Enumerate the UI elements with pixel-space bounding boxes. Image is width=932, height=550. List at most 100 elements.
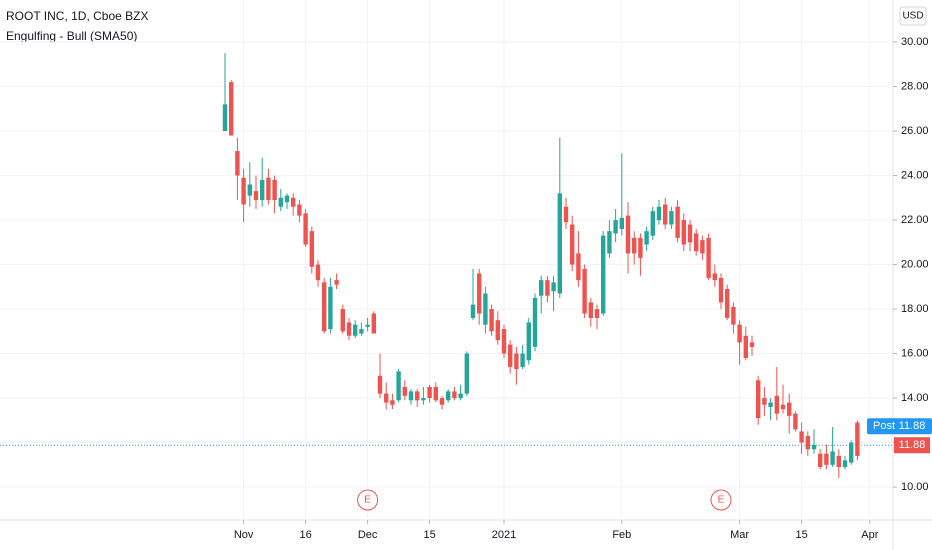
candle-body [706, 237, 711, 278]
candle-body [408, 391, 414, 401]
candle-body [743, 335, 748, 359]
candle-body [700, 240, 705, 254]
candle-body [284, 195, 290, 203]
candle-body [737, 324, 742, 343]
earnings-label: E [364, 495, 371, 506]
candle-body [774, 395, 779, 414]
candle-body [334, 280, 339, 285]
candle-body [849, 442, 854, 463]
candle-body [551, 282, 556, 292]
candle-body [433, 386, 438, 401]
post-price: 11.88 [899, 420, 926, 432]
candle-body [718, 277, 724, 303]
candle-body [818, 453, 823, 468]
candle-body [253, 191, 259, 201]
candle-body [508, 344, 513, 367]
candle-body [601, 235, 606, 314]
candle-body [328, 286, 333, 330]
candle-body [725, 289, 730, 318]
earnings-label: E [718, 495, 725, 506]
candle-body [588, 302, 593, 318]
candle-body [495, 320, 500, 341]
candle-body [396, 371, 401, 401]
candle-body [353, 324, 358, 336]
candle-body [489, 309, 494, 332]
candle-body [297, 204, 302, 216]
candle-body [452, 391, 457, 399]
candle-body [811, 444, 817, 450]
y-tick-label: 22.00 [901, 214, 929, 226]
candle-body [762, 398, 767, 405]
candle-body [594, 309, 600, 318]
post-badge [867, 418, 932, 435]
candle-body [768, 402, 773, 407]
candle-body [421, 398, 426, 401]
last-price-badge [894, 437, 930, 454]
candle-body [793, 413, 798, 430]
candle-body [384, 393, 389, 403]
candle-body [663, 204, 668, 225]
candle-body [570, 224, 575, 265]
candle-body [415, 391, 420, 401]
candle-body [439, 398, 445, 405]
earnings-marker [357, 489, 379, 511]
y-tick-label: 28.00 [901, 80, 929, 92]
x-tick-label: Nov [234, 529, 254, 541]
x-tick-label: Feb [612, 529, 631, 541]
candle-body [619, 217, 624, 229]
candle-body [836, 455, 841, 468]
candle-body [582, 269, 587, 314]
candle-body [229, 82, 234, 136]
candle-body [855, 422, 860, 456]
candle-body [483, 293, 488, 325]
x-tick-label: Dec [358, 529, 378, 541]
candle-body [842, 460, 848, 468]
candle-body [787, 402, 792, 416]
candle-body [563, 206, 569, 223]
y-tick-label: 26.00 [901, 125, 929, 137]
y-tick-label: 10.00 [901, 481, 929, 493]
currency-button[interactable] [899, 6, 927, 26]
candle-body [402, 386, 407, 396]
candle-body [278, 197, 283, 207]
y-tick-label: 24.00 [901, 169, 929, 181]
candle-body [458, 393, 463, 399]
candle-body [501, 329, 507, 354]
candle-body [235, 151, 240, 176]
earnings-marker [710, 489, 732, 511]
candle-body [464, 353, 469, 394]
candle-body [632, 237, 637, 254]
candle-body [675, 206, 680, 238]
candle-body [731, 306, 736, 325]
candle-body [669, 211, 674, 225]
candle-body [520, 353, 525, 367]
candle-body [526, 322, 531, 361]
candle-body [539, 280, 544, 296]
candle-body [309, 231, 314, 267]
chart-title: ROOT INC, 1D, Cboe BZX [6, 9, 148, 23]
candle-body [557, 193, 562, 294]
last-price-label: 11.88 [899, 439, 926, 451]
candle-body [446, 391, 451, 401]
candle-body [222, 104, 228, 132]
candle-body [687, 224, 693, 243]
candle-body [346, 322, 352, 336]
indicator-label: Engulfing - Bull (SMA50) [6, 29, 137, 43]
x-tick-label: Mar [730, 529, 749, 541]
y-tick-label: 14.00 [901, 392, 929, 404]
candle-body [613, 220, 618, 234]
candle-body [470, 304, 476, 318]
candle-body [427, 386, 432, 399]
candle-body [799, 431, 804, 443]
candle-body [805, 435, 810, 450]
currency-label[interactable]: USD [902, 11, 923, 22]
candle-body [712, 273, 717, 281]
candle-body [241, 177, 246, 205]
candle-body [694, 233, 699, 252]
candle-body [756, 380, 761, 419]
x-tick-label: 15 [795, 529, 807, 541]
candle-body [247, 184, 252, 196]
y-tick-label: 30.00 [901, 36, 929, 48]
